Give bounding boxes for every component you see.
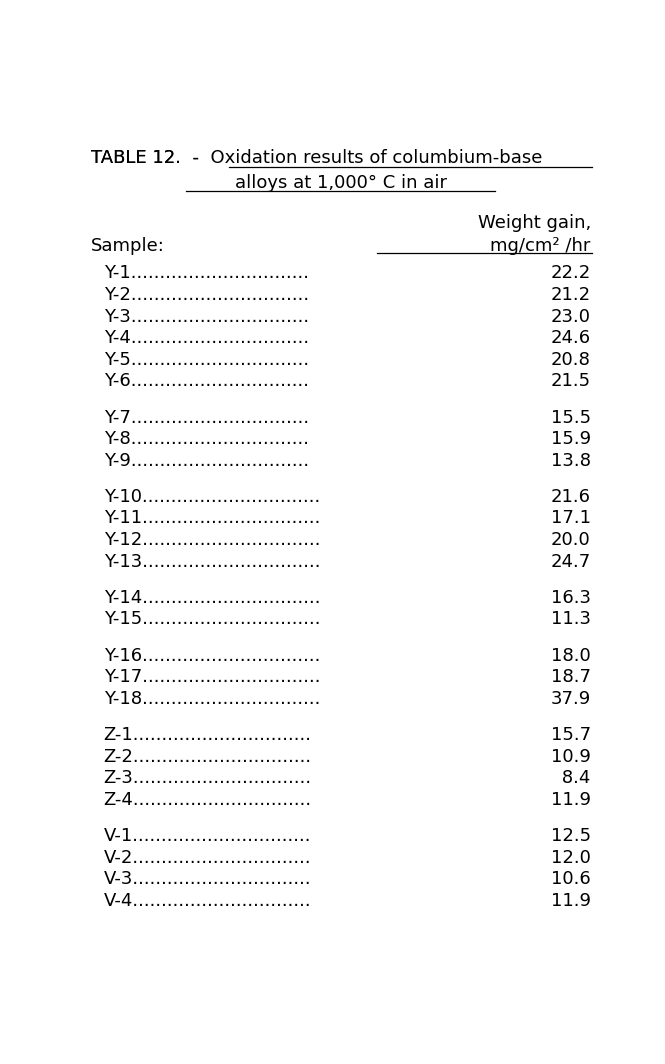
Text: Z-1...............................: Z-1...............................: [104, 726, 312, 744]
Text: Y-16...............................: Y-16...............................: [104, 647, 320, 665]
Text: 24.6: 24.6: [551, 329, 591, 347]
Text: Y-15...............................: Y-15...............................: [104, 611, 321, 629]
Text: 10.9: 10.9: [551, 748, 591, 766]
Text: 23.0: 23.0: [551, 307, 591, 326]
Text: Y-14...............................: Y-14...............................: [104, 588, 321, 606]
Text: Y-2...............................: Y-2...............................: [104, 286, 309, 304]
Text: 15.7: 15.7: [551, 726, 591, 744]
Text: TABLE 12.  -: TABLE 12. -: [91, 149, 205, 167]
Text: 21.5: 21.5: [551, 372, 591, 390]
Text: Z-2...............................: Z-2...............................: [104, 748, 312, 766]
Text: 15.5: 15.5: [551, 409, 591, 427]
Text: 21.2: 21.2: [551, 286, 591, 304]
Text: 21.6: 21.6: [551, 488, 591, 505]
Text: 20.8: 20.8: [551, 351, 591, 369]
Text: 18.7: 18.7: [551, 668, 591, 686]
Text: Y-11...............................: Y-11...............................: [104, 510, 320, 528]
Text: 12.0: 12.0: [551, 849, 591, 866]
Text: 24.7: 24.7: [551, 552, 591, 570]
Text: Y-7...............................: Y-7...............................: [104, 409, 309, 427]
Text: Y-6...............................: Y-6...............................: [104, 372, 309, 390]
Text: Sample:: Sample:: [91, 237, 165, 255]
Text: V-4...............................: V-4...............................: [104, 892, 311, 910]
Text: 20.0: 20.0: [551, 531, 591, 549]
Text: Y-3...............................: Y-3...............................: [104, 307, 309, 326]
Text: 11.9: 11.9: [551, 892, 591, 910]
Text: 37.9: 37.9: [551, 689, 591, 708]
Text: mg/cm² /hr: mg/cm² /hr: [490, 236, 591, 254]
Text: 18.0: 18.0: [551, 647, 591, 665]
Text: Y-9...............................: Y-9...............................: [104, 451, 309, 469]
Text: 13.8: 13.8: [551, 451, 591, 469]
Text: 12.5: 12.5: [551, 827, 591, 845]
Text: Y-5...............................: Y-5...............................: [104, 351, 309, 369]
Text: Y-1...............................: Y-1...............................: [104, 265, 309, 283]
Text: Y-17...............................: Y-17...............................: [104, 668, 321, 686]
Text: 22.2: 22.2: [551, 265, 591, 283]
Text: 11.9: 11.9: [551, 791, 591, 809]
Text: Y-10...............................: Y-10...............................: [104, 488, 320, 505]
Text: Y-18...............................: Y-18...............................: [104, 689, 320, 708]
Text: Y-4...............................: Y-4...............................: [104, 329, 309, 347]
Text: Y-13...............................: Y-13...............................: [104, 552, 321, 570]
Text: TABLE 12.  -  Oxidation results of columbium-base: TABLE 12. - Oxidation results of columbi…: [91, 149, 542, 167]
Text: 8.4: 8.4: [557, 769, 591, 787]
Text: 15.9: 15.9: [551, 430, 591, 448]
Text: V-2...............................: V-2...............................: [104, 849, 311, 866]
Text: 17.1: 17.1: [551, 510, 591, 528]
Text: Y-8...............................: Y-8...............................: [104, 430, 309, 448]
Text: Y-12...............................: Y-12...............................: [104, 531, 321, 549]
Text: 11.3: 11.3: [551, 611, 591, 629]
Text: Z-3...............................: Z-3...............................: [104, 769, 312, 787]
Text: Weight gain,: Weight gain,: [477, 214, 591, 232]
Text: V-3...............................: V-3...............................: [104, 870, 311, 888]
Text: alloys at 1,000° C in air: alloys at 1,000° C in air: [235, 173, 447, 192]
Text: 16.3: 16.3: [551, 588, 591, 606]
Text: V-1...............................: V-1...............................: [104, 827, 311, 845]
Text: Z-4...............................: Z-4...............................: [104, 791, 312, 809]
Text: 10.6: 10.6: [551, 870, 591, 888]
